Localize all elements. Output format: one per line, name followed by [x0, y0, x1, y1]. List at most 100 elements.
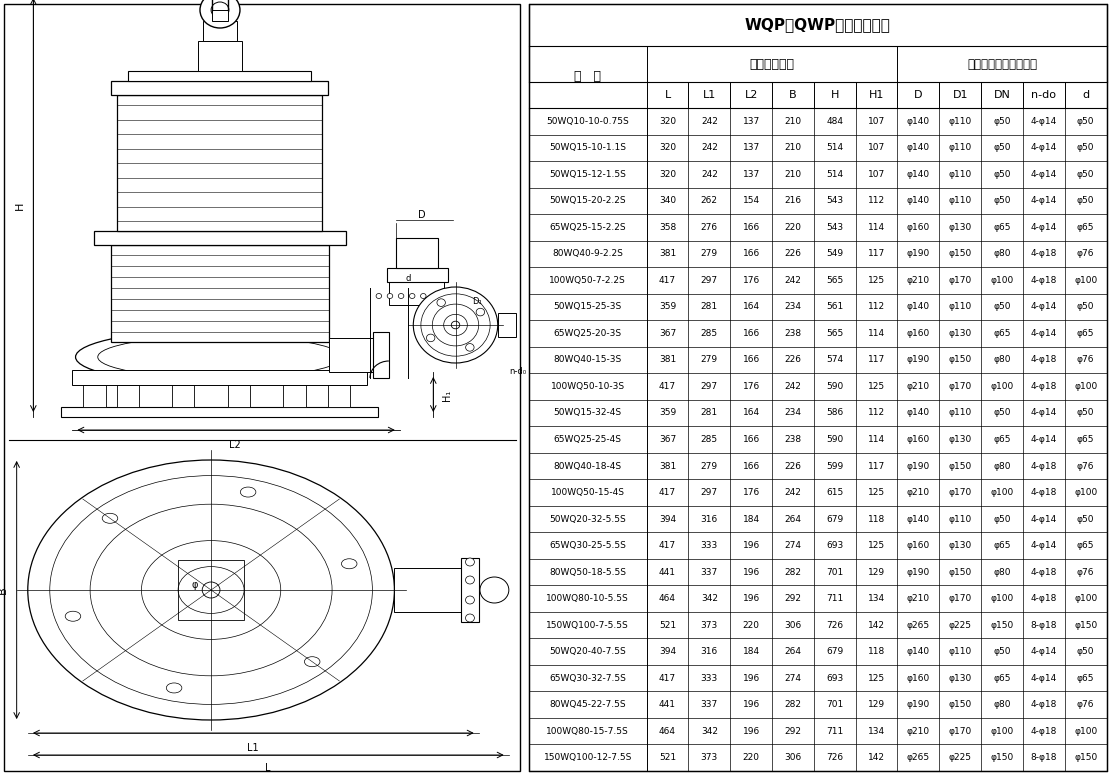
Text: φ80: φ80 — [993, 567, 1011, 577]
Text: 297: 297 — [701, 488, 718, 497]
Text: 484: 484 — [827, 117, 843, 126]
Circle shape — [427, 334, 434, 342]
Text: 100WQ80-15-7.5S: 100WQ80-15-7.5S — [547, 727, 629, 735]
Text: 342: 342 — [701, 727, 718, 735]
Text: 100WQ80-10-5.5S: 100WQ80-10-5.5S — [547, 594, 629, 603]
Text: 226: 226 — [784, 250, 801, 258]
Text: 417: 417 — [659, 382, 677, 391]
Text: L: L — [266, 763, 270, 773]
Bar — [111, 81, 328, 95]
Text: 112: 112 — [868, 302, 885, 312]
Circle shape — [437, 299, 446, 306]
Text: 65WQ25-25-4S: 65WQ25-25-4S — [553, 435, 622, 444]
Text: 4-φ14: 4-φ14 — [1031, 223, 1057, 232]
Circle shape — [466, 558, 474, 566]
Text: 464: 464 — [659, 727, 675, 735]
Text: 4-φ14: 4-φ14 — [1031, 673, 1057, 683]
Text: 80WQ45-22-7.5S: 80WQ45-22-7.5S — [550, 700, 625, 709]
Circle shape — [376, 294, 381, 298]
Text: 107: 107 — [868, 143, 885, 152]
Text: 4-φ14: 4-φ14 — [1031, 647, 1057, 656]
Text: 590: 590 — [827, 382, 843, 391]
Text: φ150: φ150 — [949, 462, 972, 470]
Bar — [396, 238, 438, 268]
Text: φ76: φ76 — [1077, 462, 1094, 470]
Text: 320: 320 — [659, 170, 677, 179]
Circle shape — [398, 294, 403, 298]
Bar — [72, 370, 367, 385]
Bar — [283, 385, 306, 407]
Text: φ190: φ190 — [907, 250, 930, 258]
Text: 107: 107 — [868, 170, 885, 179]
Text: 226: 226 — [784, 356, 801, 364]
Circle shape — [202, 582, 220, 598]
Text: 50WQ15-32-4S: 50WQ15-32-4S — [553, 408, 622, 418]
Text: 220: 220 — [784, 223, 801, 232]
Bar — [178, 560, 244, 620]
Text: φ50: φ50 — [1077, 302, 1094, 312]
Text: φ170: φ170 — [949, 594, 972, 603]
Text: 210: 210 — [784, 170, 801, 179]
Text: φ65: φ65 — [1077, 329, 1094, 338]
Text: 337: 337 — [701, 700, 718, 709]
Text: 114: 114 — [868, 435, 885, 444]
Text: L: L — [664, 90, 671, 100]
Text: φ150: φ150 — [949, 567, 972, 577]
Text: 292: 292 — [784, 594, 801, 603]
Text: 264: 264 — [784, 647, 801, 656]
Text: φ140: φ140 — [907, 408, 930, 418]
Text: φ160: φ160 — [907, 223, 930, 232]
Text: 340: 340 — [659, 196, 677, 205]
Text: 164: 164 — [742, 302, 760, 312]
Circle shape — [409, 294, 414, 298]
Text: φ100: φ100 — [1074, 488, 1098, 497]
Text: 521: 521 — [659, 753, 677, 763]
Text: 125: 125 — [868, 541, 885, 550]
Text: φ80: φ80 — [993, 250, 1011, 258]
Bar — [198, 41, 242, 71]
Text: 80WQ40-15-3S: 80WQ40-15-3S — [553, 356, 622, 364]
Text: 137: 137 — [742, 170, 760, 179]
Text: 4-φ14: 4-φ14 — [1031, 329, 1057, 338]
Text: φ110: φ110 — [949, 408, 972, 418]
Text: φ76: φ76 — [1077, 250, 1094, 258]
Text: DN: DN — [993, 90, 1011, 100]
Text: φ225: φ225 — [949, 753, 972, 763]
Text: 417: 417 — [659, 541, 677, 550]
Text: φ110: φ110 — [949, 302, 972, 312]
Text: 367: 367 — [659, 329, 677, 338]
Text: φ65: φ65 — [993, 541, 1011, 550]
Text: 150WQ100-12-7.5S: 150WQ100-12-7.5S — [543, 753, 632, 763]
Text: 590: 590 — [827, 435, 843, 444]
Text: 166: 166 — [742, 435, 760, 444]
Text: 220: 220 — [742, 753, 760, 763]
Text: 373: 373 — [701, 753, 718, 763]
Text: d: d — [1082, 90, 1089, 100]
Text: 4-φ18: 4-φ18 — [1031, 276, 1057, 285]
Text: 100WQ50-7-2.2S: 100WQ50-7-2.2S — [549, 276, 627, 285]
Text: 238: 238 — [784, 329, 801, 338]
Text: 574: 574 — [827, 356, 843, 364]
Text: 549: 549 — [827, 250, 843, 258]
Text: L2: L2 — [744, 90, 758, 100]
Text: 701: 701 — [827, 567, 843, 577]
Text: H: H — [14, 202, 24, 210]
Text: 134: 134 — [868, 594, 885, 603]
Text: φ110: φ110 — [949, 117, 972, 126]
Text: φ110: φ110 — [949, 647, 972, 656]
Text: 100WQ50-10-3S: 100WQ50-10-3S — [551, 382, 624, 391]
Bar — [172, 385, 194, 407]
Text: 154: 154 — [742, 196, 760, 205]
Text: 342: 342 — [701, 594, 718, 603]
Text: 282: 282 — [784, 700, 801, 709]
Text: 264: 264 — [784, 515, 801, 524]
Text: 514: 514 — [827, 143, 843, 152]
Text: 306: 306 — [784, 621, 801, 629]
Text: 112: 112 — [868, 196, 885, 205]
Text: φ65: φ65 — [1077, 223, 1094, 232]
Text: φ130: φ130 — [949, 223, 972, 232]
Text: 234: 234 — [784, 408, 801, 418]
Text: 184: 184 — [742, 515, 760, 524]
Text: 226: 226 — [784, 462, 801, 470]
Circle shape — [200, 0, 240, 28]
